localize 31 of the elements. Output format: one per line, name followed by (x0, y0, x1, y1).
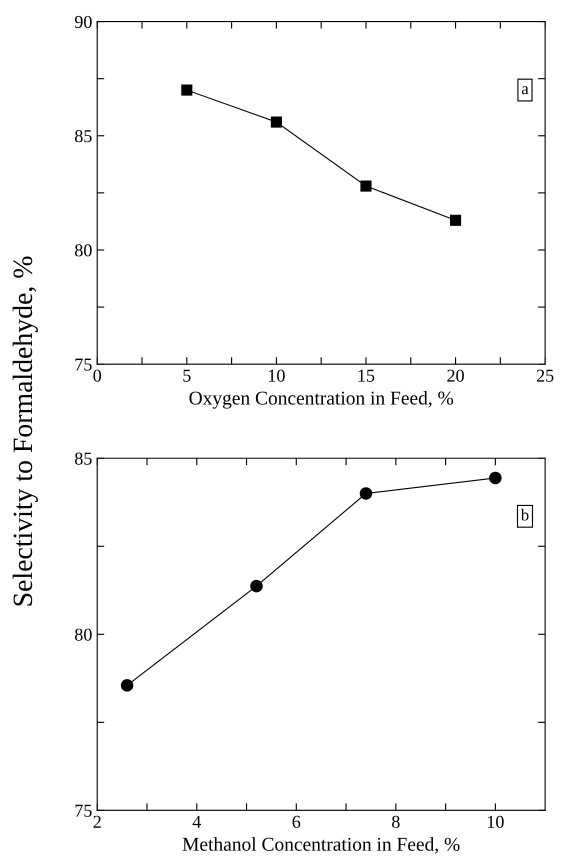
y-tick-label: 80 (75, 628, 92, 641)
point (360, 180, 372, 192)
point (120, 679, 134, 692)
x-tick-label: 4 (192, 816, 201, 828)
y-tick-label: 75 (76, 358, 92, 371)
point (250, 580, 263, 592)
x-tick-label: 15 (358, 370, 374, 382)
x-tick-label: 6 (292, 816, 300, 828)
point (360, 487, 372, 500)
y-tick-label: 80 (75, 244, 92, 256)
x-tick-label: 2 (94, 816, 101, 828)
x-tick-label: 5 (183, 370, 191, 382)
point (181, 84, 192, 96)
x-tick-label: 0 (93, 370, 102, 382)
x-axis-title: Methanol Concentration in Feed, % (182, 837, 460, 854)
annotation: b (520, 508, 529, 521)
y-tick-label: 90 (74, 16, 92, 28)
point (450, 214, 462, 226)
y-tick-label: 85 (75, 452, 92, 465)
x-tick-label: 10 (488, 816, 504, 828)
x-axis-title: Oxygen Concentration in Feed, % (189, 390, 454, 409)
y-tick-label: 85 (75, 130, 92, 142)
annotation: a (522, 86, 528, 94)
x-tick-label: 20 (447, 370, 464, 382)
x-tick-label: 10 (268, 370, 285, 382)
point (489, 472, 502, 484)
point (270, 116, 282, 128)
x-tick-label: 8 (392, 816, 400, 828)
y-tick-label: 75 (76, 804, 92, 817)
y-axis-title: Selectivity to Formaldehyde, % (12, 256, 38, 606)
x-tick-label: 25 (536, 370, 554, 382)
